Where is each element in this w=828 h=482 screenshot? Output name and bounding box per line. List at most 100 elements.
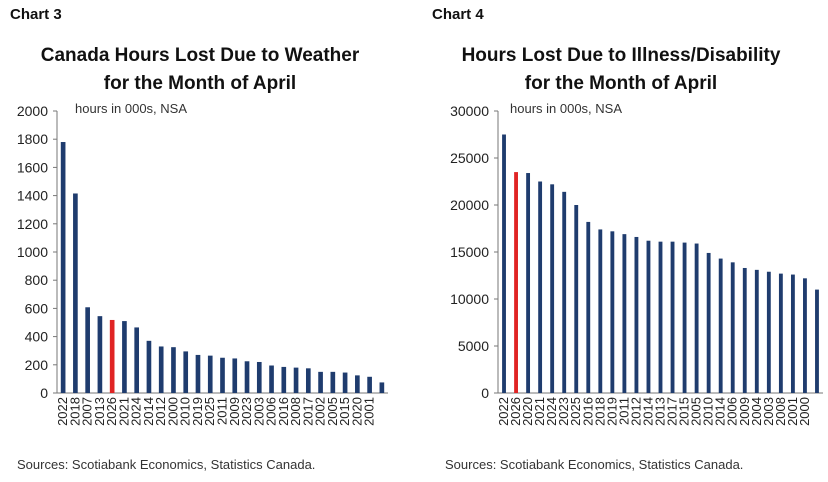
bar [610, 231, 615, 393]
x-tick-label: 2019 [604, 397, 619, 426]
y-tick-label: 1800 [17, 131, 48, 147]
chart-title-line-2: for the Month of April [524, 73, 718, 94]
y-tick-label: 30000 [450, 103, 489, 119]
x-tick-label: 2012 [628, 397, 643, 426]
bar-chart: 0 200 400 600 800 1000 1200 1400 1600 1800 2000 202… [17, 103, 388, 426]
chart-title: Hours Lost Due to Illness/Disability for… [414, 42, 828, 98]
bar [342, 372, 348, 393]
bar-highlight [514, 172, 518, 393]
bar [195, 354, 201, 393]
x-tick-label: 2022 [55, 397, 70, 426]
bar [355, 375, 360, 393]
y-tick-label: 1000 [17, 244, 48, 260]
chart-title-line-2: for the Month of April [103, 73, 297, 94]
x-tick-label: 2021 [116, 397, 131, 426]
bar [730, 262, 735, 393]
x-tick-label: 2022 [496, 397, 511, 426]
bar [550, 184, 555, 393]
x-tick-label: 2016 [276, 397, 291, 426]
x-tick-label: 2014 [640, 397, 655, 426]
x-tick-label: 2014 [141, 397, 156, 426]
x-tick-label: 2001 [785, 397, 800, 426]
bar [269, 365, 274, 393]
bar [803, 278, 807, 393]
bar [622, 234, 627, 393]
x-tick-label: 2010 [178, 397, 193, 426]
y-tick-label: 800 [25, 272, 49, 288]
bar [742, 267, 747, 393]
chart-3-panel: Chart 3 Canada Hours Lost Due to Weather… [0, 6, 400, 472]
x-tick-label: 2006 [264, 397, 279, 426]
x-tick-label: 2008 [288, 397, 303, 426]
x-tick-label: 2020 [349, 397, 364, 426]
x-tick-label: 2018 [67, 397, 82, 426]
bar [754, 269, 759, 393]
bar [256, 361, 262, 393]
x-tick-label: 2018 [592, 397, 607, 426]
bar [318, 371, 323, 393]
x-tick-label: 2014 [713, 397, 728, 426]
units-note: hours in 000s, NSA [510, 101, 623, 116]
chart-title-line-1: Hours Lost Due to Illness/Disability [461, 45, 781, 66]
source-note: Sources: Scotiabank Economics, Statistic… [17, 457, 316, 472]
bar [790, 274, 795, 393]
x-tick-label: 2011 [215, 397, 230, 425]
bar [60, 142, 66, 393]
x-tick-label: 2010 [701, 397, 716, 426]
x-tick-label: 2019 [190, 397, 205, 426]
bar [73, 193, 78, 393]
bar [293, 367, 299, 393]
x-tick-label: 2013 [92, 397, 107, 426]
chart-title: Canada Hours Lost Due to Weather for the… [0, 42, 400, 98]
bar [220, 357, 225, 393]
y-tick-label: 10000 [450, 291, 489, 307]
x-tick-label: 2013 [653, 397, 668, 426]
bar [146, 340, 152, 393]
y-tick-label: 0 [481, 385, 489, 401]
bar [694, 243, 699, 393]
y-tick-label: 25000 [450, 150, 489, 166]
x-tick-label: 2005 [689, 397, 704, 426]
x-tick-label: 2002 [313, 397, 328, 426]
units-note: hours in 000s, NSA [75, 101, 188, 116]
y-tick-label: 0 [40, 385, 48, 401]
x-tick-label: 2015 [677, 397, 692, 426]
bar [232, 358, 238, 393]
y-tick-label: 400 [25, 329, 49, 345]
bar [207, 355, 213, 393]
y-tick-label: 5000 [458, 338, 489, 354]
y-tick-label: 600 [25, 300, 49, 316]
x-tick-label: 2015 [337, 397, 352, 426]
x-tick-label: 2021 [532, 397, 547, 426]
bar [122, 321, 127, 393]
x-tick-label: 2003 [761, 397, 776, 426]
y-tick-label: 1400 [17, 188, 48, 204]
x-tick-label: 2008 [773, 397, 788, 426]
x-tick-label: 2005 [325, 397, 340, 426]
bar [670, 241, 675, 393]
bar [766, 271, 771, 393]
bar [134, 327, 140, 393]
y-tick-label: 1200 [17, 216, 48, 232]
bar [244, 361, 250, 393]
bar [634, 236, 639, 393]
bar [183, 351, 189, 393]
x-tick-label: 2012 [153, 397, 168, 426]
bar [718, 258, 723, 393]
bar [85, 307, 90, 393]
bar [706, 252, 711, 393]
bar [658, 241, 663, 393]
bar [281, 366, 287, 393]
bar [815, 289, 819, 393]
y-tick-label: 2000 [17, 103, 48, 119]
bar [97, 316, 103, 393]
bar [646, 240, 651, 393]
bar [330, 371, 336, 393]
x-tick-label: 2009 [227, 397, 242, 426]
bar [526, 173, 531, 393]
x-tick-label: 2003 [251, 397, 266, 426]
bar [158, 346, 164, 393]
bar-chart: 0500010000150002000025000300002022202620… [450, 103, 823, 426]
bar [574, 205, 579, 393]
x-tick-label: 2000 [165, 397, 180, 426]
